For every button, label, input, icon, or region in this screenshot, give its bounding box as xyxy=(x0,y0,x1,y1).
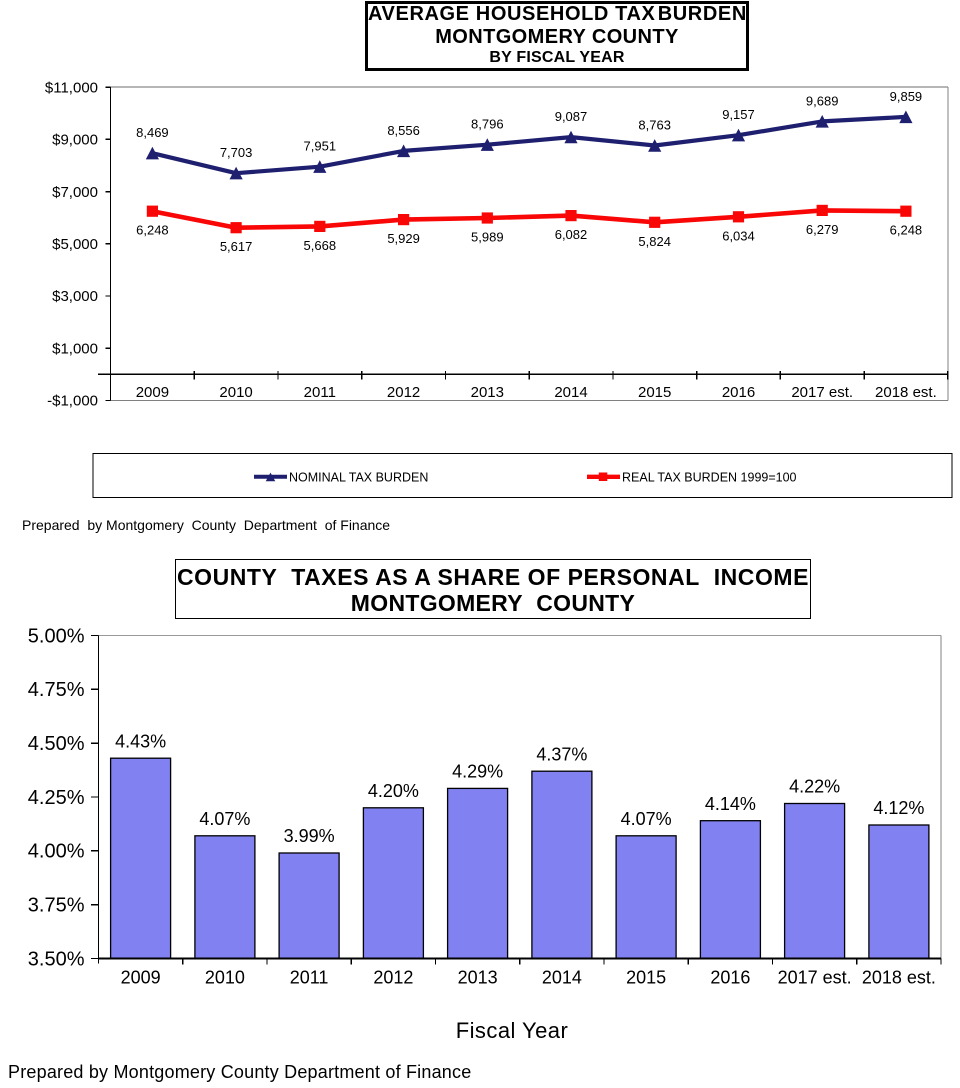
svg-text:$3,000: $3,000 xyxy=(52,288,98,305)
svg-text:2015: 2015 xyxy=(626,967,666,987)
svg-text:3.99%: 3.99% xyxy=(284,826,335,846)
svg-text:6,248: 6,248 xyxy=(890,223,923,238)
svg-text:4.20%: 4.20% xyxy=(368,781,419,801)
svg-text:6,248: 6,248 xyxy=(136,223,169,238)
svg-text:4.22%: 4.22% xyxy=(789,777,840,797)
svg-text:4.14%: 4.14% xyxy=(705,794,756,814)
svg-text:5,989: 5,989 xyxy=(471,230,504,245)
svg-text:6,034: 6,034 xyxy=(722,228,755,243)
svg-text:Fiscal Year: Fiscal Year xyxy=(456,1018,569,1043)
svg-text:9,689: 9,689 xyxy=(806,93,839,108)
svg-text:2012: 2012 xyxy=(373,967,413,987)
svg-text:2009: 2009 xyxy=(136,384,169,401)
svg-text:2018 est.: 2018 est. xyxy=(862,967,936,987)
svg-text:2017 est.: 2017 est. xyxy=(791,384,853,401)
svg-text:$7,000: $7,000 xyxy=(52,184,98,201)
svg-text:3.75%: 3.75% xyxy=(28,895,85,917)
svg-text:4.07%: 4.07% xyxy=(199,809,250,829)
svg-text:4.37%: 4.37% xyxy=(536,744,587,764)
svg-text:REAL TAX BURDEN 1999=100: REAL TAX BURDEN 1999=100 xyxy=(622,471,797,485)
svg-text:9,859: 9,859 xyxy=(890,89,923,104)
svg-text:$11,000: $11,000 xyxy=(45,79,98,96)
svg-text:2011: 2011 xyxy=(290,967,329,987)
svg-text:2018 est.: 2018 est. xyxy=(875,384,937,401)
svg-text:4.07%: 4.07% xyxy=(621,809,672,829)
svg-text:$9,000: $9,000 xyxy=(52,132,98,149)
svg-text:2014: 2014 xyxy=(542,967,582,987)
svg-text:2013: 2013 xyxy=(471,384,504,401)
svg-text:4.00%: 4.00% xyxy=(28,841,85,863)
svg-text:5,929: 5,929 xyxy=(387,231,420,246)
svg-text:2015: 2015 xyxy=(638,384,671,401)
svg-text:8,796: 8,796 xyxy=(471,117,504,132)
svg-text:2017 est.: 2017 est. xyxy=(778,967,852,987)
svg-text:7,703: 7,703 xyxy=(220,145,253,160)
svg-text:8,469: 8,469 xyxy=(136,125,169,140)
svg-text:4.75%: 4.75% xyxy=(28,679,85,701)
svg-text:8,763: 8,763 xyxy=(638,118,671,133)
svg-text:5,824: 5,824 xyxy=(638,234,671,249)
svg-text:2013: 2013 xyxy=(458,967,498,987)
svg-text:$1,000: $1,000 xyxy=(52,341,98,358)
svg-text:4.43%: 4.43% xyxy=(115,731,166,751)
svg-text:8,556: 8,556 xyxy=(387,123,420,138)
svg-text:5,668: 5,668 xyxy=(304,238,337,253)
svg-text:2011: 2011 xyxy=(304,384,336,401)
svg-text:2010: 2010 xyxy=(205,967,245,987)
svg-text:4.25%: 4.25% xyxy=(28,787,85,809)
svg-text:5,617: 5,617 xyxy=(220,239,253,254)
svg-text:4.12%: 4.12% xyxy=(873,798,924,818)
svg-text:6,279: 6,279 xyxy=(806,222,839,237)
svg-text:2016: 2016 xyxy=(710,967,750,987)
svg-text:-$1,000: -$1,000 xyxy=(47,393,98,410)
svg-text:9,087: 9,087 xyxy=(555,109,588,124)
svg-text:2010: 2010 xyxy=(219,384,252,401)
svg-text:$5,000: $5,000 xyxy=(52,236,98,253)
svg-text:3.50%: 3.50% xyxy=(28,948,85,970)
svg-text:NOMINAL TAX BURDEN: NOMINAL TAX BURDEN xyxy=(289,471,428,485)
svg-text:4.29%: 4.29% xyxy=(452,762,503,782)
svg-text:6,082: 6,082 xyxy=(555,227,588,242)
svg-text:7,951: 7,951 xyxy=(304,139,337,154)
svg-text:5.00%: 5.00% xyxy=(28,625,85,647)
svg-text:4.50%: 4.50% xyxy=(28,733,85,755)
svg-text:9,157: 9,157 xyxy=(722,107,755,122)
svg-text:2016: 2016 xyxy=(722,384,755,401)
svg-text:2014: 2014 xyxy=(554,384,587,401)
svg-text:2012: 2012 xyxy=(387,384,420,401)
svg-text:2009: 2009 xyxy=(121,967,161,987)
